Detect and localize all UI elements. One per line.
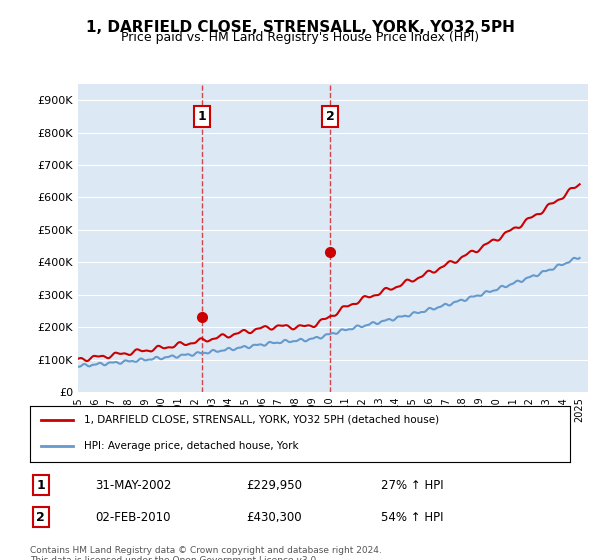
Text: 2: 2 xyxy=(37,511,45,524)
Text: 2: 2 xyxy=(326,110,335,123)
Text: £229,950: £229,950 xyxy=(246,479,302,492)
Text: 02-FEB-2010: 02-FEB-2010 xyxy=(95,511,170,524)
Text: 1, DARFIELD CLOSE, STRENSALL, YORK, YO32 5PH: 1, DARFIELD CLOSE, STRENSALL, YORK, YO32… xyxy=(86,20,514,35)
Text: 54% ↑ HPI: 54% ↑ HPI xyxy=(381,511,443,524)
Text: Contains HM Land Registry data © Crown copyright and database right 2024.
This d: Contains HM Land Registry data © Crown c… xyxy=(30,546,382,560)
Text: £430,300: £430,300 xyxy=(246,511,302,524)
Text: 27% ↑ HPI: 27% ↑ HPI xyxy=(381,479,443,492)
Text: HPI: Average price, detached house, York: HPI: Average price, detached house, York xyxy=(84,441,299,451)
Text: 1: 1 xyxy=(197,110,206,123)
Text: Price paid vs. HM Land Registry's House Price Index (HPI): Price paid vs. HM Land Registry's House … xyxy=(121,31,479,44)
Text: 1, DARFIELD CLOSE, STRENSALL, YORK, YO32 5PH (detached house): 1, DARFIELD CLOSE, STRENSALL, YORK, YO32… xyxy=(84,415,439,425)
Text: 31-MAY-2002: 31-MAY-2002 xyxy=(95,479,171,492)
Text: 1: 1 xyxy=(37,479,45,492)
